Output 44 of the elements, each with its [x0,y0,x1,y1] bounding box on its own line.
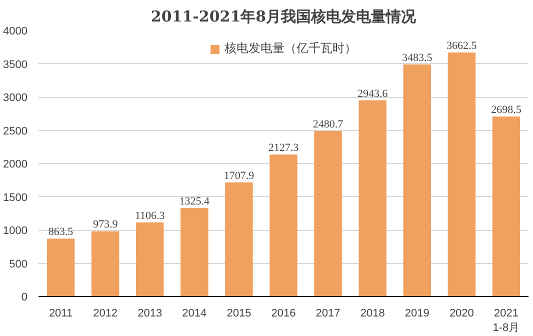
bar [180,208,208,296]
x-tick-label: 2015 [226,308,252,320]
x-tick-label: 2012 [93,308,118,320]
y-tick-label: 0 [21,292,28,304]
y-tick-label: 1000 [3,225,28,237]
bar [46,238,75,296]
chart-title: 2011-2021年8月我国核电发电量情况 [150,8,418,26]
legend-label: 核电发电量（亿千瓦时） [224,40,356,57]
data-label: 863.5 [48,226,74,238]
x-tick-label: 2021 1-8月 [492,308,520,334]
y-tick-label: 2500 [3,125,28,138]
bar [314,131,342,296]
bar [225,182,253,296]
data-label: 1707.9 [224,170,255,182]
data-label: 1106.3 [134,210,166,222]
data-label: 2943.6 [357,88,388,100]
data-label: 2480.7 [312,118,344,131]
bar [448,52,476,296]
data-label: 3483.5 [402,52,433,64]
x-tick-label: 2016 [271,308,296,320]
bar [492,116,520,296]
x-tick-label: 2013 [138,308,162,320]
x-tick-label: 2019 [404,308,430,320]
x-tick-label: 2018 [360,308,385,320]
data-label: 2127.3 [268,142,300,154]
y-tick-label: 3500 [3,58,28,71]
y-tick-label: 4000 [3,26,28,38]
x-tick-label: 2014 [182,308,207,320]
data-label: 1325.4 [179,195,210,208]
data-label: 973.9 [92,218,118,231]
x-tick-label: 2020 [449,308,474,320]
y-tick-label: 500 [9,258,28,270]
bar [403,64,431,296]
y-tick-label: 3000 [3,92,28,104]
y-tick-label: 1500 [3,192,28,204]
x-tick-label: 2017 [316,308,340,320]
data-label: 3662.5 [446,40,478,52]
data-label: 2698.5 [491,104,522,116]
bar [270,154,298,296]
bar [358,100,386,296]
x-tick-label: 2011 [48,308,73,320]
bar [136,222,164,296]
bar [91,231,120,296]
y-tick-label: 2000 [3,158,28,170]
